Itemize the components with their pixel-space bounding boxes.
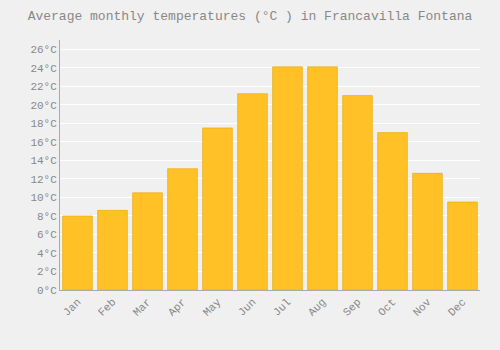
svg-text:24°C: 24°C bbox=[30, 63, 57, 75]
svg-text:14°C: 14°C bbox=[30, 155, 57, 167]
svg-text:20°C: 20°C bbox=[30, 100, 57, 112]
svg-text:Jul: Jul bbox=[271, 296, 293, 318]
svg-text:6°C: 6°C bbox=[37, 229, 57, 241]
svg-text:8°C: 8°C bbox=[37, 211, 57, 223]
svg-text:0°C: 0°C bbox=[37, 285, 57, 297]
svg-text:10°C: 10°C bbox=[30, 192, 57, 204]
svg-text:Nov: Nov bbox=[411, 296, 434, 319]
svg-text:Jun: Jun bbox=[236, 296, 258, 318]
svg-text:Mar: Mar bbox=[131, 296, 153, 318]
svg-text:26°C: 26°C bbox=[30, 44, 57, 56]
svg-text:12°C: 12°C bbox=[30, 174, 57, 186]
svg-text:Jan: Jan bbox=[61, 296, 83, 318]
svg-text:Average monthly temperatures (: Average monthly temperatures (°C ) in Fr… bbox=[28, 9, 473, 24]
svg-text:May: May bbox=[201, 296, 224, 319]
svg-text:22°C: 22°C bbox=[30, 81, 57, 93]
svg-text:16°C: 16°C bbox=[30, 137, 57, 149]
svg-text:Oct: Oct bbox=[376, 296, 398, 318]
svg-text:2°C: 2°C bbox=[37, 266, 57, 278]
svg-text:18°C: 18°C bbox=[30, 118, 57, 130]
svg-text:Apr: Apr bbox=[166, 296, 188, 318]
svg-text:Sep: Sep bbox=[341, 296, 363, 318]
svg-text:Aug: Aug bbox=[306, 296, 328, 318]
svg-text:Dec: Dec bbox=[446, 296, 468, 318]
svg-text:4°C: 4°C bbox=[37, 248, 57, 260]
svg-text:Feb: Feb bbox=[96, 296, 118, 318]
